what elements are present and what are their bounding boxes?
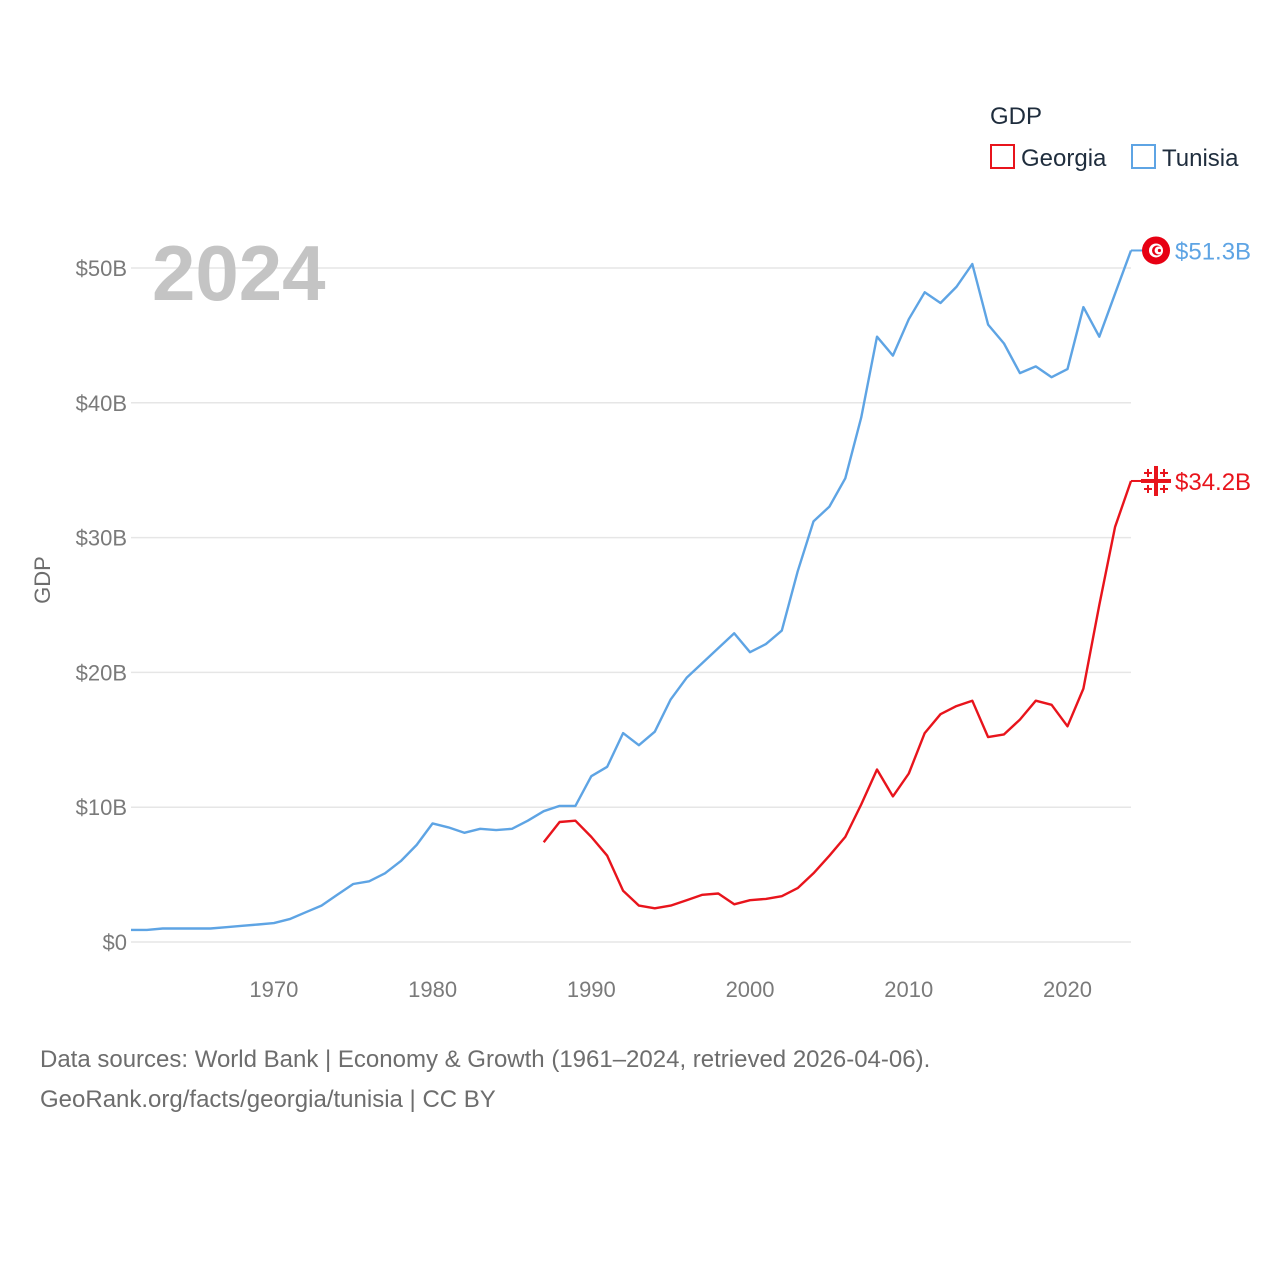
gridlines bbox=[131, 267, 1131, 943]
y-tick-label: $10B bbox=[76, 795, 127, 820]
y-axis-ticks: $0 $10B $20B $30B $40B $50B bbox=[76, 256, 127, 955]
legend-item-georgia[interactable]: Georgia bbox=[990, 144, 1107, 172]
y-tick-label: $20B bbox=[76, 660, 127, 685]
x-axis-ticks: 1970 1980 1990 2000 2010 2020 bbox=[249, 977, 1092, 1002]
y-tick-label: $50B bbox=[76, 256, 127, 281]
y-tick-label: $0 bbox=[103, 930, 127, 955]
x-tick-label: 2020 bbox=[1043, 977, 1092, 1002]
x-tick-label: 2000 bbox=[726, 977, 775, 1002]
georgia-flag-icon bbox=[1141, 465, 1171, 496]
legend-title: GDP bbox=[990, 103, 1042, 130]
footer-source: Data sources: World Bank | Economy & Gro… bbox=[40, 1046, 931, 1073]
y-axis-label: GDP bbox=[30, 556, 55, 604]
gdp-line-chart: $0 $10B $20B $30B $40B $50B 1970 1980 1990 2000 2… bbox=[30, 103, 1251, 1002]
legend-item-tunisia[interactable]: Tunisia bbox=[1131, 144, 1239, 172]
year-watermark: 2024 bbox=[152, 229, 326, 317]
legend-label: Tunisia bbox=[1162, 145, 1239, 172]
legend: GDP Georgia Tunisia bbox=[990, 103, 1239, 172]
y-tick-label: $30B bbox=[76, 526, 127, 551]
series-line-tunisia bbox=[131, 250, 1133, 932]
x-tick-label: 1970 bbox=[249, 977, 298, 1002]
tunisia-flag-icon bbox=[1142, 236, 1170, 265]
x-tick-label: 1980 bbox=[408, 977, 457, 1002]
end-value-label-georgia: $34.2B bbox=[1175, 469, 1251, 496]
x-tick-label: 2010 bbox=[884, 977, 933, 1002]
series-lines bbox=[131, 250, 1133, 932]
end-value-label-tunisia: $51.3B bbox=[1175, 238, 1251, 265]
y-tick-label: $40B bbox=[76, 391, 127, 416]
series-line-georgia bbox=[542, 480, 1133, 910]
footer: Data sources: World Bank | Economy & Gro… bbox=[40, 1040, 930, 1120]
legend-swatch bbox=[990, 144, 1015, 169]
x-tick-label: 1990 bbox=[567, 977, 616, 1002]
footer-credit[interactable]: GeoRank.org/facts/georgia/tunisia | CC B… bbox=[40, 1086, 496, 1113]
legend-label: Georgia bbox=[1021, 145, 1107, 172]
series-end-markers: $34.2B $51.3B bbox=[1131, 236, 1251, 496]
legend-swatch bbox=[1131, 144, 1156, 169]
